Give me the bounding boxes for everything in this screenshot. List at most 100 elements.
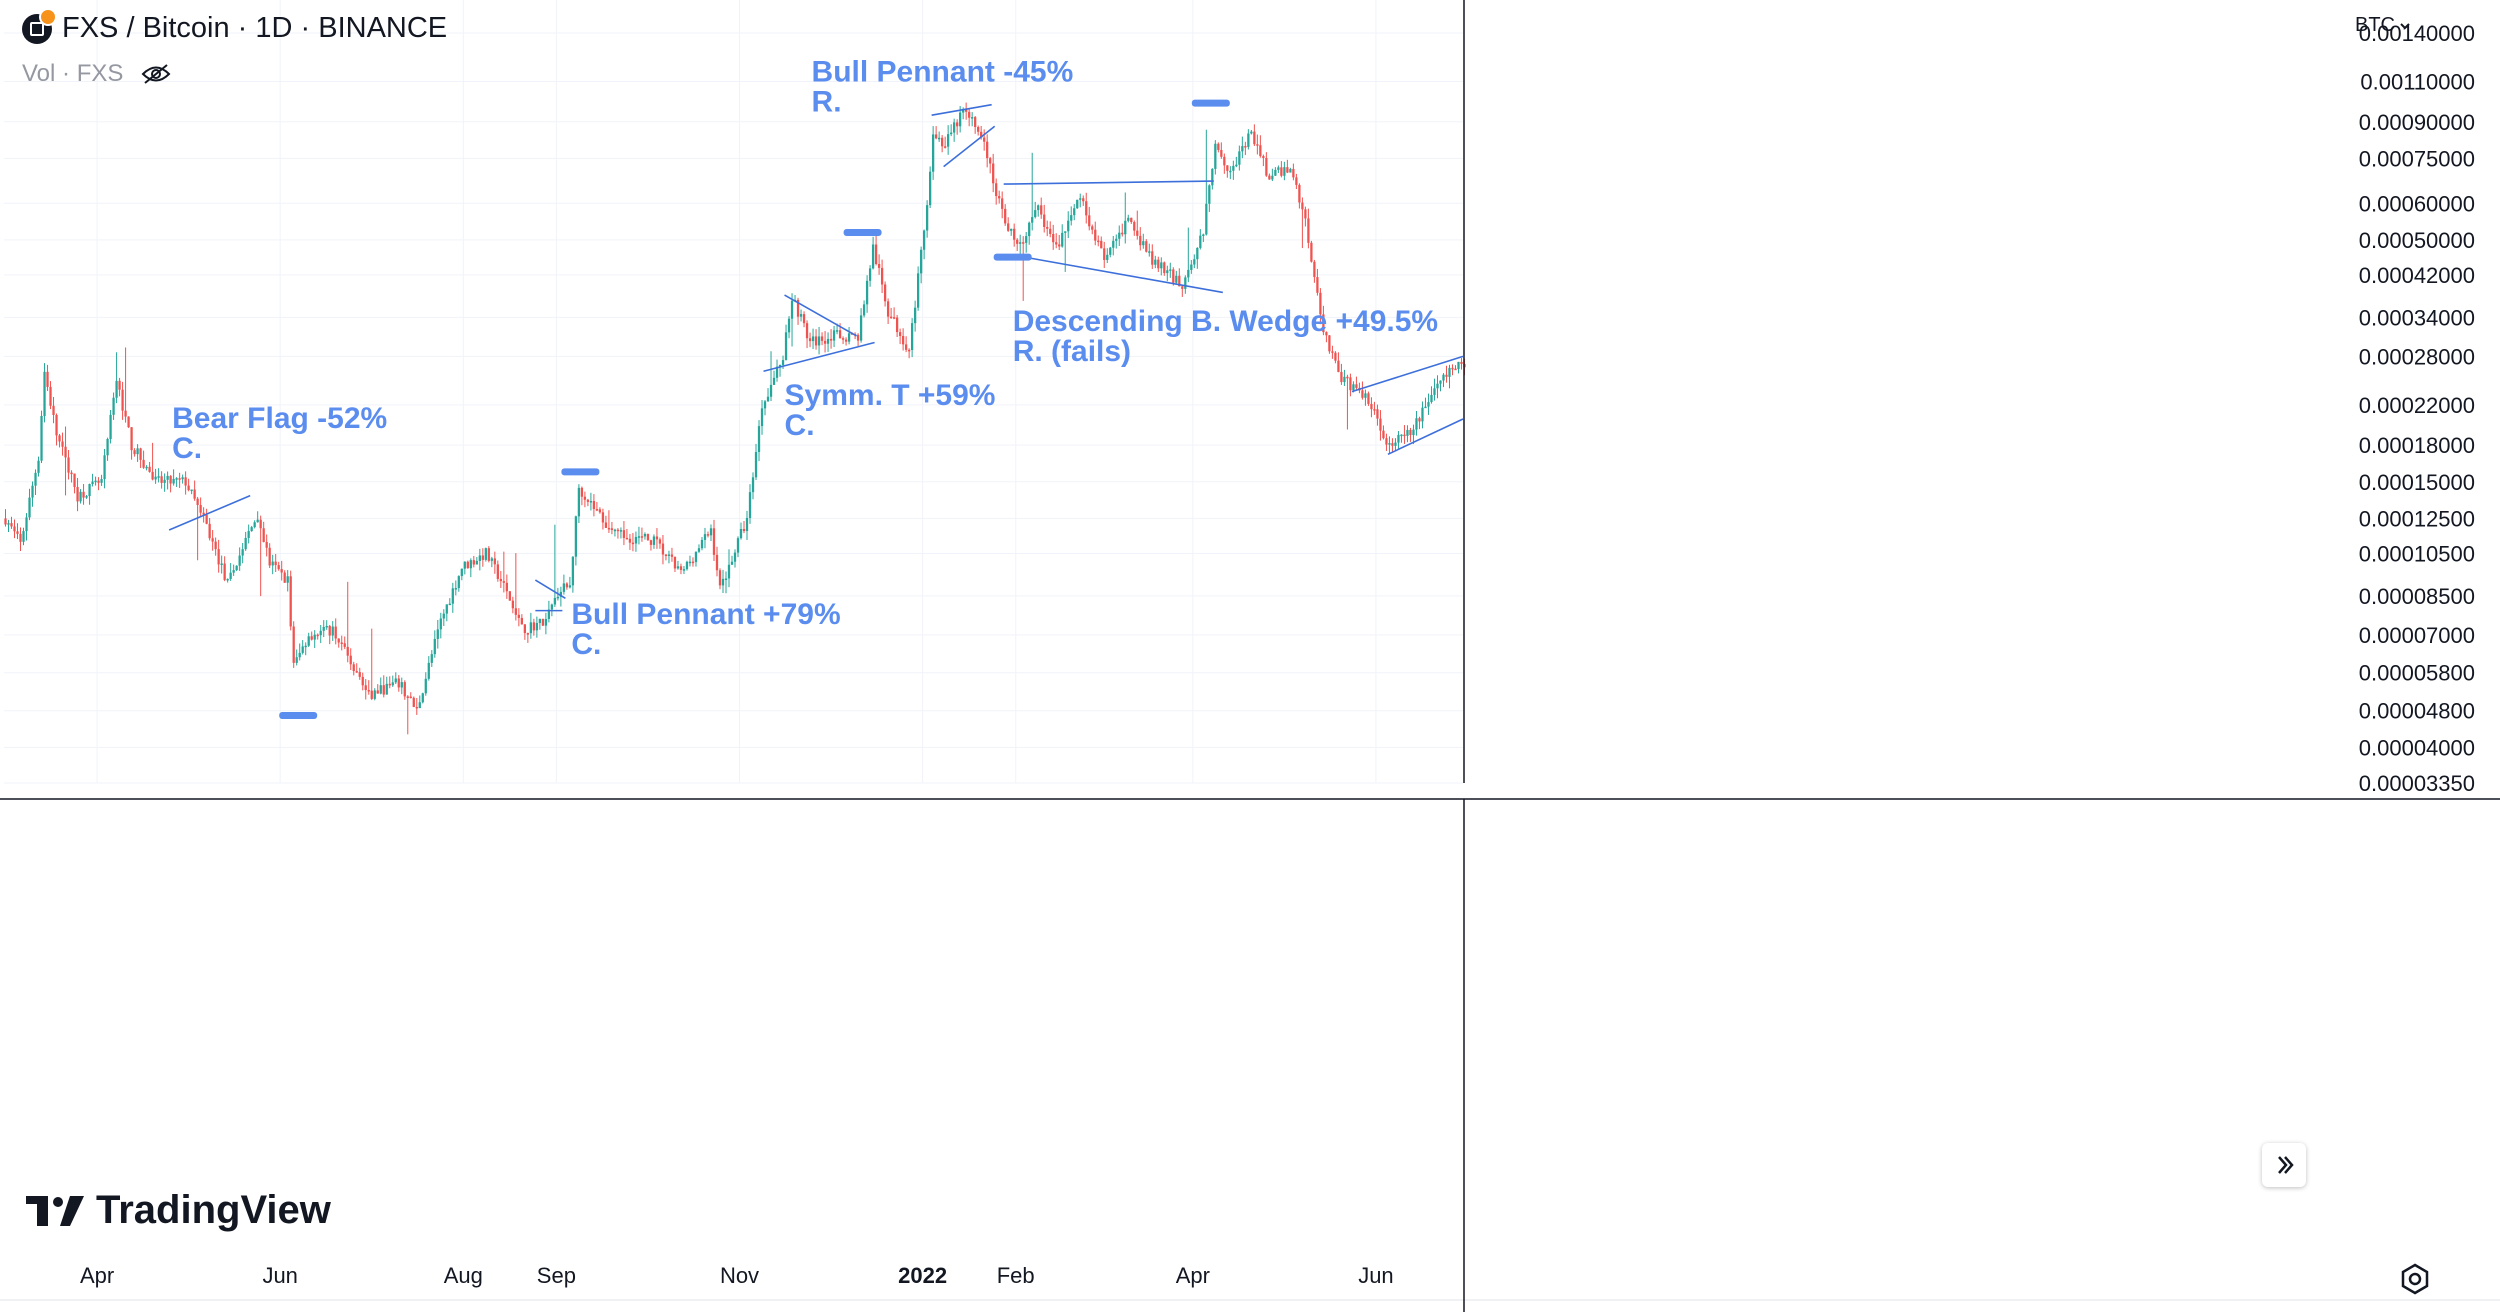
candle [805,320,809,349]
candle-body [190,489,193,492]
candle-body [544,618,548,626]
candle-body [259,519,262,529]
candle-body [980,131,983,138]
candle [1001,191,1004,219]
candle [1280,161,1283,178]
candle-body [499,578,502,582]
candle-body [193,489,196,499]
scroll-to-latest-button[interactable] [2262,1143,2306,1187]
candle-body [568,585,572,588]
candle-body [22,531,25,542]
candle [343,636,346,650]
candle [394,672,397,684]
candle [184,471,187,495]
candle [1373,401,1376,415]
candle-body [856,334,860,341]
candle [526,632,529,643]
candle-body [688,561,692,564]
candle [43,363,46,423]
candle-body [388,683,391,686]
candle [1082,195,1085,206]
candle-body [253,522,256,528]
candle-body [286,576,289,583]
candle [1025,231,1028,253]
candle [739,522,743,540]
candle [968,108,971,127]
candle-body [1100,240,1103,249]
candle [1046,220,1049,237]
symbol-title[interactable]: FXS / Bitcoin · 1D · BINANCE [62,12,448,44]
candle [1430,386,1433,404]
candle [10,516,13,529]
candle-body [604,522,608,528]
candle [1151,244,1154,269]
candle [1427,393,1430,415]
candle-body [1208,185,1211,204]
candle [451,582,454,613]
candle-body [1085,201,1088,216]
candle-body [1397,434,1400,443]
pattern-label-title: Bear Flag -52% [172,402,387,435]
time-tick-label: Jun [1358,1263,1393,1288]
candle [214,537,217,556]
candle [1376,404,1379,426]
candle [1004,204,1007,226]
candle [916,266,920,311]
candle [544,612,548,635]
candle-body [1454,368,1457,371]
candle [1268,173,1271,180]
candle-body [871,244,875,269]
candle-body [754,452,758,478]
candle [823,331,827,353]
candle-body [992,163,995,184]
candle-body [1373,409,1376,411]
candle [865,275,869,313]
candle [910,318,914,358]
candle-body [448,603,451,606]
candle-body [1217,143,1220,150]
candle-body [880,267,884,285]
candle-body [941,137,944,147]
candle-body [950,132,953,135]
candle [25,513,28,541]
candle [1055,233,1058,249]
candle-body [172,478,175,484]
candle-body [685,561,689,570]
candle [895,314,899,338]
candle-body [103,455,106,480]
candle-body [304,645,307,648]
tradingview-logo[interactable]: TradingView [26,1188,331,1233]
candle-body [1109,247,1112,255]
candle [1103,241,1106,269]
candle [1355,376,1358,391]
volume-label[interactable]: Vol · FXS [22,60,124,87]
candle-body [944,146,947,148]
candle [205,508,208,525]
candle-body [661,543,665,555]
candle [355,663,358,673]
candle-body [1379,418,1382,431]
price-tick-label: 0.00004800 [2359,699,2475,724]
candle-body [1043,214,1046,227]
candle-body [1151,251,1154,265]
candle-body [874,244,878,264]
candle [832,325,836,348]
candle [493,551,496,574]
candle [1142,233,1145,249]
candle [1109,246,1112,258]
candle-body [886,301,890,317]
candle [907,348,911,359]
candle [1391,438,1394,452]
eye-off-icon[interactable] [141,63,171,85]
gear-icon[interactable] [2398,1262,2432,1296]
currency-selector[interactable]: BTC [2355,14,2411,37]
candle-body [1442,374,1445,381]
candle-body [634,536,638,544]
candle-body [1193,259,1196,265]
candle-body [931,134,935,172]
pattern-trendline [763,341,875,373]
candle-body [1226,165,1229,171]
candle-body [1439,380,1442,384]
candle-body [343,643,346,647]
